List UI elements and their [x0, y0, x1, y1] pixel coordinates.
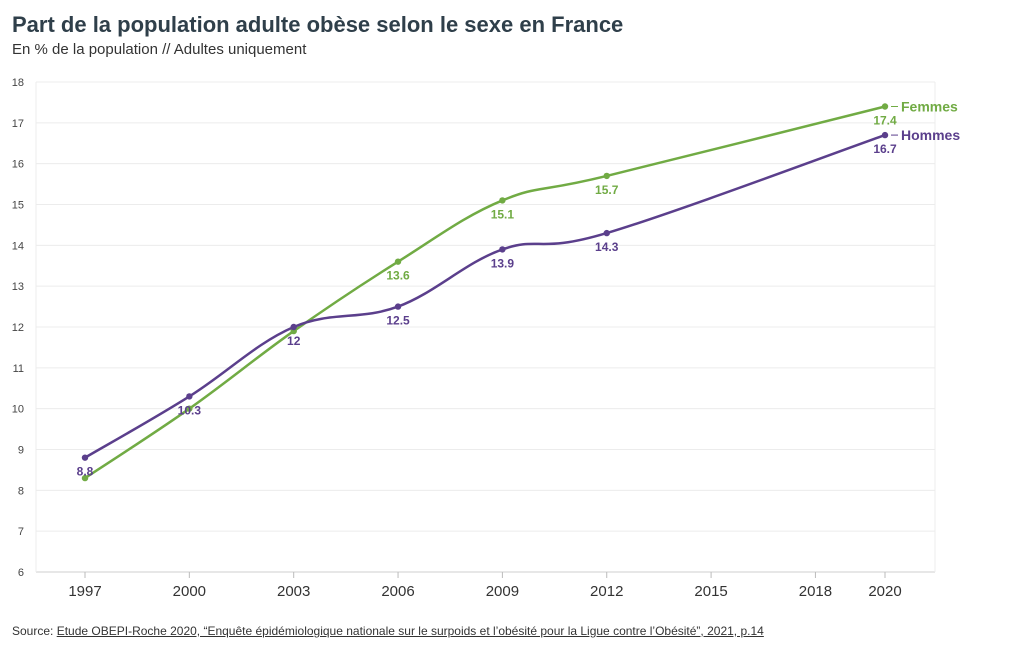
y-tick-label: 11	[13, 363, 24, 375]
x-tick-label: 2003	[277, 583, 310, 600]
source-note: Source: Etude OBEPI-Roche 2020, “Enquête…	[12, 624, 764, 638]
x-tick-label: 2000	[173, 583, 206, 600]
data-point	[394, 258, 402, 265]
x-axis-ticks: 1997 2000 2003 2006 2009 2012 2015 2018 2020	[68, 572, 902, 600]
series-name-label: Femmes	[901, 99, 958, 115]
y-tick-label: 12	[12, 322, 24, 334]
y-tick-label: 18	[12, 77, 24, 89]
chart-title: Part de la population adulte obèse selon…	[12, 12, 624, 37]
y-tick-label: 10	[12, 404, 24, 416]
data-label: 12.5	[386, 314, 410, 328]
series-line	[84, 133, 886, 459]
series-hommes: 8.8 10.3 12 12.5 13.9 14.3 16.7 Hommes	[77, 127, 961, 479]
data-label: 10.3	[178, 403, 202, 417]
data-label: 13.9	[491, 256, 515, 270]
x-tick-label: 2015	[694, 583, 727, 600]
data-point	[81, 474, 89, 482]
data-point	[881, 103, 889, 110]
data-label: 15.1	[491, 207, 515, 221]
series-name-label: Hommes	[901, 127, 960, 143]
y-tick-label: 8	[18, 485, 24, 497]
chart-subtitle: En % de la population // Adultes uniquem…	[12, 41, 307, 58]
data-point	[603, 172, 610, 180]
data-point	[603, 229, 610, 237]
x-tick-label: 2018	[799, 583, 832, 600]
source-prefix: Source:	[12, 624, 57, 638]
y-tick-label: 17	[12, 118, 24, 130]
data-point	[499, 246, 506, 253]
series-femmes: 13.6 15.1 15.7 17.4 Femmes	[81, 99, 958, 482]
data-point	[186, 405, 193, 412]
x-tick-label: 2020	[868, 583, 901, 600]
x-tick-label: 2006	[381, 583, 414, 600]
data-label: 8.8	[77, 465, 94, 479]
data-point	[290, 323, 297, 331]
y-tick-label: 15	[12, 200, 24, 212]
data-label: 14.3	[595, 240, 619, 254]
data-label: 17.4	[873, 114, 897, 128]
series-line	[84, 105, 886, 480]
y-tick-label: 16	[12, 159, 24, 171]
data-point	[394, 303, 402, 310]
y-tick-label: 9	[18, 445, 24, 457]
data-label: 13.6	[386, 269, 410, 283]
x-tick-label: 2009	[486, 583, 519, 600]
y-tick-label: 13	[12, 281, 24, 293]
x-tick-label: 1997	[68, 583, 101, 600]
data-point	[881, 131, 889, 139]
data-point	[499, 197, 506, 204]
y-tick-label: 7	[18, 526, 24, 538]
data-point	[81, 454, 89, 461]
y-tick-label: 14	[12, 240, 24, 252]
data-label: 15.7	[595, 183, 619, 197]
x-tick-label: 2012	[590, 583, 623, 600]
y-tick-label: 6	[18, 567, 24, 579]
y-axis-ticks: 6 7 8 9 10 11 12 13 14 15 16 17 18	[12, 77, 24, 579]
data-label: 12	[287, 334, 301, 348]
grid-lines	[35, 81, 936, 573]
data-label: 16.7	[873, 142, 897, 156]
series-group: 13.615.115.717.4Femmes8.810.31212.513.91…	[77, 99, 961, 482]
data-point	[186, 393, 193, 400]
source-link[interactable]: Etude OBEPI-Roche 2020, “Enquête épidémi…	[56, 624, 764, 638]
